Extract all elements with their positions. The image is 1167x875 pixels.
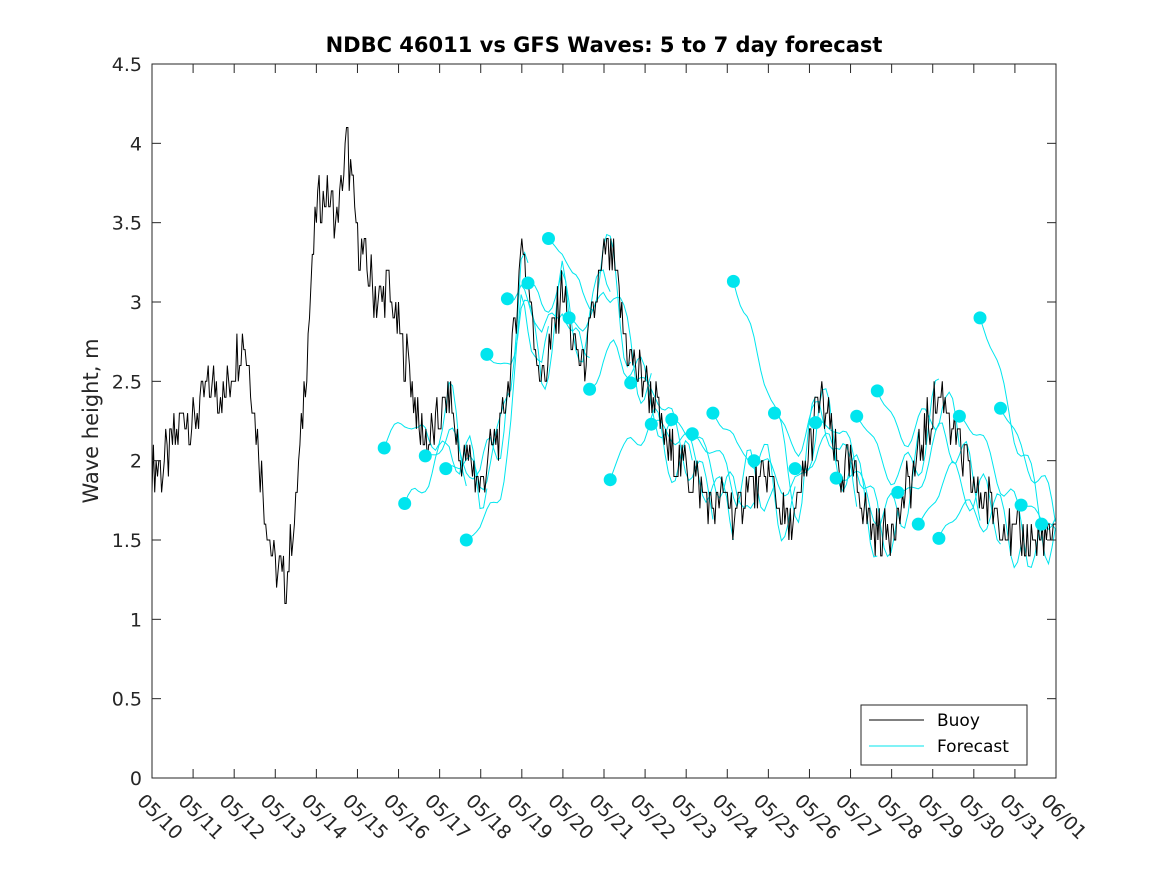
legend: Buoy Forecast	[860, 704, 1028, 766]
legend-box	[860, 704, 1028, 766]
forecast-marker	[973, 311, 987, 325]
y-tick-label: 0	[130, 768, 142, 790]
forecast-marker	[726, 274, 740, 288]
forecast-line	[507, 284, 590, 359]
forecast-marker	[829, 471, 843, 485]
forecast-marker	[562, 311, 576, 325]
forecast-line	[917, 460, 1001, 545]
plot-area	[151, 127, 1056, 604]
y-tick-label: 3	[130, 292, 142, 314]
forecast-line	[876, 390, 960, 448]
forecast-line	[1000, 408, 1056, 522]
forecast-line	[589, 339, 672, 439]
y-tick-label: 3.5	[112, 213, 142, 235]
legend-label-buoy: Buoy	[937, 711, 980, 731]
forecast-marker	[459, 533, 473, 547]
forecast-marker	[911, 517, 925, 531]
forecast-marker	[439, 462, 453, 476]
forecast-line	[445, 251, 529, 491]
forecast-marker	[747, 454, 761, 468]
forecast-marker	[603, 473, 617, 487]
forecast-marker	[521, 276, 535, 290]
y-tick-label: 1.5	[112, 530, 142, 552]
forecast-line	[383, 381, 467, 487]
forecast-marker	[644, 417, 658, 431]
forecast-line	[938, 493, 1022, 569]
forecast-marker	[809, 416, 823, 430]
forecast-marker	[706, 406, 720, 420]
forecast-marker	[952, 409, 966, 423]
forecast-marker	[870, 384, 884, 398]
forecast-marker	[624, 376, 638, 390]
forecast-line	[630, 376, 714, 520]
forecast-line	[568, 291, 652, 405]
forecast-marker	[788, 462, 802, 476]
forecast-marker	[377, 441, 391, 455]
y-tick-label: 1	[130, 609, 142, 631]
y-tick-label: 0.5	[112, 689, 142, 711]
legend-label-forecast: Forecast	[937, 737, 1009, 757]
forecast-line	[732, 281, 817, 524]
forecast-marker	[480, 347, 494, 361]
forecast-line	[959, 415, 1043, 569]
forecast-line	[404, 434, 488, 510]
forecast-line	[712, 412, 796, 542]
forecast-marker	[398, 497, 412, 510]
forecast-line	[425, 392, 508, 480]
forecast-marker	[1035, 517, 1049, 531]
y-tick-label: 4.5	[112, 54, 142, 76]
forecast-line	[856, 378, 940, 486]
y-tick-label: 2	[130, 451, 142, 473]
forecast-marker	[932, 531, 946, 545]
buoy-line	[151, 127, 1056, 604]
forecast-marker	[583, 382, 597, 396]
forecast-marker	[891, 485, 905, 499]
y-axis-label: Wave height, m	[79, 338, 103, 503]
forecast-line	[774, 401, 858, 507]
forecast-line	[528, 269, 611, 363]
forecast-marker	[768, 406, 781, 420]
forecast-line	[794, 432, 878, 558]
forecast-line	[466, 294, 549, 541]
forecast-line	[548, 233, 632, 368]
forecast-marker	[850, 409, 864, 423]
forecast-line	[650, 419, 734, 541]
y-tick-label: 2.5	[112, 371, 142, 393]
forecast-marker	[500, 292, 514, 306]
y-tick-label: 4	[130, 133, 142, 155]
forecast-marker	[685, 427, 699, 441]
forecast-marker	[1014, 498, 1028, 512]
forecast-line	[671, 418, 755, 510]
forecast-marker	[418, 449, 432, 463]
forecast-marker	[994, 401, 1007, 415]
forecast-marker	[665, 412, 679, 426]
chart-title: NDBC 46011 vs GFS Waves: 5 to 7 day fore…	[326, 33, 883, 57]
forecast-line	[692, 433, 775, 513]
forecast-marker	[542, 232, 555, 245]
